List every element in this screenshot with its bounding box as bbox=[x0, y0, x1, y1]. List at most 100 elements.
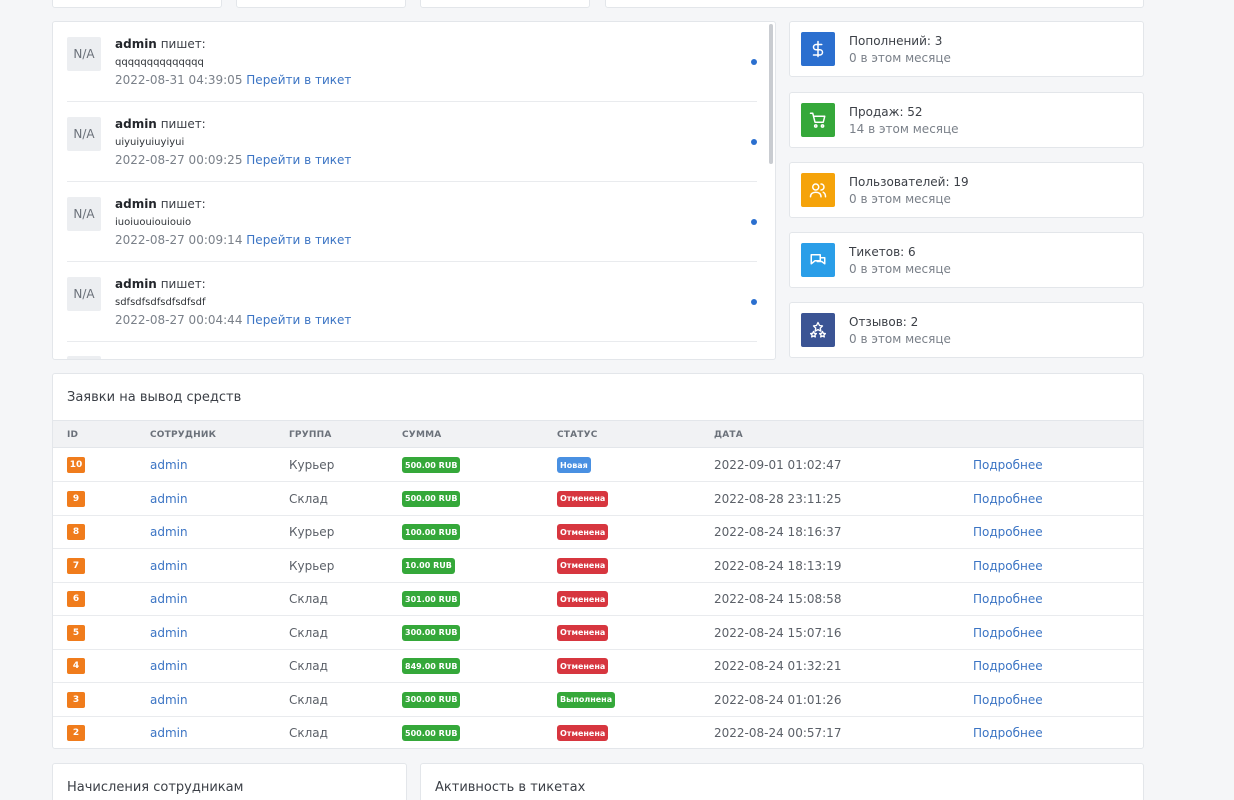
th-date: ДАТА bbox=[714, 430, 743, 440]
details-link[interactable]: Подробнее bbox=[973, 491, 1043, 506]
details-link[interactable]: Подробнее bbox=[973, 558, 1043, 573]
stat-subtitle: 0 в этом месяце bbox=[849, 262, 951, 276]
th-group: ГРУППА bbox=[289, 430, 332, 440]
employee-link[interactable]: admin bbox=[150, 726, 188, 740]
unread-dot-icon bbox=[751, 59, 757, 65]
id-badge: 5 bbox=[67, 624, 85, 641]
stat-card: Отзывов: 2 0 в этом месяце bbox=[789, 302, 1144, 358]
details-link[interactable]: Подробнее bbox=[973, 625, 1043, 640]
group-cell: Склад bbox=[289, 726, 328, 740]
status-badge: Новая bbox=[557, 457, 591, 473]
employee-link[interactable]: admin bbox=[150, 491, 188, 506]
amount-badge: 500.00 RUB bbox=[402, 725, 461, 741]
group-cell: Курьер bbox=[289, 458, 335, 472]
stars-icon bbox=[801, 313, 835, 347]
go-to-ticket-link[interactable]: Перейти в тикет bbox=[246, 313, 352, 327]
ticket-author: admin bbox=[115, 37, 157, 51]
employee-link[interactable]: admin bbox=[150, 692, 188, 707]
date-cell: 2022-08-24 00:57:17 bbox=[714, 726, 842, 740]
ticket-message: qqqqqqqqqqqqqq bbox=[115, 57, 204, 68]
status-badge: Отменена bbox=[557, 624, 609, 641]
amount-badge: 849.00 RUB bbox=[402, 658, 461, 674]
unread-dot-icon bbox=[751, 139, 757, 145]
th-employee: СОТРУДНИК bbox=[150, 430, 217, 440]
table-row: 10 admin Курьер 500.00 RUB Новая 2022-09… bbox=[53, 448, 1143, 482]
date-cell: 2022-08-24 18:16:37 bbox=[714, 525, 842, 539]
details-link[interactable]: Подробнее bbox=[973, 692, 1043, 707]
id-badge: 4 bbox=[67, 658, 85, 674]
cart-icon bbox=[801, 103, 835, 137]
th-status: СТАТУС bbox=[557, 430, 598, 440]
group-cell: Курьер bbox=[289, 525, 335, 539]
date-cell: 2022-08-28 23:11:25 bbox=[714, 491, 842, 506]
ticket-date: 2022-08-27 00:09:14 bbox=[115, 233, 243, 247]
th-id: ID bbox=[67, 430, 79, 440]
tickets-feed: N/A admin пишет: qqqqqqqqqqqqqq 2022-08-… bbox=[52, 21, 776, 360]
feed-scrollbar[interactable] bbox=[769, 24, 773, 164]
ticket-date: 2022-08-27 00:04:44 bbox=[115, 313, 243, 327]
ticket-author: admin bbox=[115, 197, 157, 211]
table-row: 8 admin Курьер 100.00 RUB Отменена 2022-… bbox=[53, 515, 1143, 549]
details-link[interactable]: Подробнее bbox=[973, 458, 1043, 472]
ticket-meta: 2022-08-27 00:09:14 Перейти в тикет bbox=[115, 233, 351, 247]
go-to-ticket-link[interactable]: Перейти в тикет bbox=[246, 153, 352, 167]
table-header: ID СОТРУДНИК ГРУППА СУММА СТАТУС ДАТА bbox=[53, 420, 1143, 448]
chat-icon bbox=[801, 243, 835, 277]
users-icon bbox=[801, 173, 835, 207]
stat-card: Тикетов: 6 0 в этом месяце bbox=[789, 232, 1144, 288]
avatar: N/A bbox=[67, 37, 101, 71]
ticket-verb: пишет: bbox=[160, 277, 206, 291]
amount-badge: 301.00 RUB bbox=[402, 591, 461, 607]
ticket-meta: 2022-08-27 00:09:25 Перейти в тикет bbox=[115, 153, 351, 167]
details-link[interactable]: Подробнее bbox=[973, 659, 1043, 673]
group-cell: Склад bbox=[289, 692, 328, 707]
stat-subtitle: 0 в этом месяце bbox=[849, 51, 951, 65]
status-badge: Отменена bbox=[557, 658, 609, 674]
withdraw-title: Заявки на вывод средств bbox=[67, 390, 242, 405]
status-badge: Отменена bbox=[557, 490, 609, 507]
go-to-ticket-link[interactable]: Перейти в тикет bbox=[246, 73, 352, 87]
stat-subtitle: 0 в этом месяце bbox=[849, 192, 951, 206]
stat-title: Пользователей: 19 bbox=[849, 175, 969, 189]
group-cell: Склад bbox=[289, 491, 328, 506]
avatar: N/A bbox=[67, 117, 101, 151]
ticket-meta: 2022-08-27 00:04:44 Перейти в тикет bbox=[115, 313, 351, 327]
employee-link[interactable]: admin bbox=[150, 558, 188, 573]
top-card-4 bbox=[605, 0, 1144, 8]
stat-title: Продаж: 52 bbox=[849, 105, 923, 119]
details-link[interactable]: Подробнее bbox=[973, 525, 1043, 539]
details-link[interactable]: Подробнее bbox=[973, 726, 1043, 740]
avatar: N/A bbox=[67, 197, 101, 231]
stat-subtitle: 0 в этом месяце bbox=[849, 332, 951, 346]
amount-badge: 500.00 RUB bbox=[402, 457, 461, 473]
ticket-message: sdfsdfsdfsdfsdfsdf bbox=[115, 297, 206, 308]
employee-link[interactable]: admin bbox=[150, 458, 188, 472]
amount-badge: 10.00 RUB bbox=[402, 557, 455, 574]
ticket-verb: пишет: bbox=[160, 117, 206, 131]
details-link[interactable]: Подробнее bbox=[973, 592, 1043, 606]
avatar: N/A bbox=[67, 277, 101, 311]
ticket-feed-item: N/A admin пишет: qqqqqqqqqqqqqq 2022-08-… bbox=[67, 22, 757, 102]
stat-title: Тикетов: 6 bbox=[849, 245, 916, 259]
table-row: 5 admin Склад 300.00 RUB Отменена 2022-0… bbox=[53, 616, 1143, 650]
amount-badge: 300.00 RUB bbox=[402, 691, 461, 708]
stat-subtitle: 14 в этом месяце bbox=[849, 122, 959, 136]
ticket-author-line: admin пишет: bbox=[115, 117, 206, 131]
table-row: 6 admin Склад 301.00 RUB Отменена 2022-0… bbox=[53, 582, 1143, 616]
ticket-feed-item: N/A admin пишет: iuoiuouiouiouio 2022-08… bbox=[67, 182, 757, 262]
group-cell: Склад bbox=[289, 659, 328, 673]
employee-link[interactable]: admin bbox=[150, 659, 188, 673]
id-badge: 3 bbox=[67, 691, 85, 708]
id-badge: 7 bbox=[67, 557, 85, 574]
ticket-feed-item: N/A admin пишет: uiyuiyuiuyiyui 2022-08-… bbox=[67, 102, 757, 182]
date-cell: 2022-08-24 01:01:26 bbox=[714, 692, 842, 707]
employee-link[interactable]: admin bbox=[150, 525, 188, 539]
employee-link[interactable]: admin bbox=[150, 592, 188, 606]
employee-link[interactable]: admin bbox=[150, 625, 188, 640]
table-row: 3 admin Склад 300.00 RUB Выполнена 2022-… bbox=[53, 683, 1143, 717]
ticket-date: 2022-08-31 04:39:05 bbox=[115, 73, 243, 87]
id-badge: 8 bbox=[67, 524, 85, 540]
go-to-ticket-link[interactable]: Перейти в тикет bbox=[246, 233, 352, 247]
group-cell: Склад bbox=[289, 592, 328, 606]
top-card-1 bbox=[52, 0, 222, 8]
